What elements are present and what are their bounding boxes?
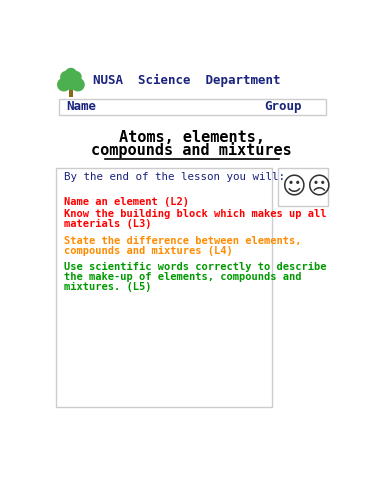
FancyBboxPatch shape bbox=[56, 168, 272, 406]
FancyBboxPatch shape bbox=[278, 168, 328, 206]
Text: Name an element (L2): Name an element (L2) bbox=[64, 197, 189, 207]
FancyBboxPatch shape bbox=[69, 86, 73, 97]
Circle shape bbox=[63, 74, 79, 90]
Circle shape bbox=[70, 72, 81, 83]
Text: Use scientific words correctly to describe: Use scientific words correctly to descri… bbox=[64, 262, 326, 272]
Circle shape bbox=[61, 72, 72, 83]
Text: Know the building block which makes up all: Know the building block which makes up a… bbox=[64, 210, 326, 220]
Text: materials (L3): materials (L3) bbox=[64, 220, 152, 230]
Text: Name: Name bbox=[66, 100, 96, 114]
Text: State the difference between elements,: State the difference between elements, bbox=[64, 236, 302, 246]
Text: Atoms, elements,: Atoms, elements, bbox=[119, 130, 265, 144]
FancyBboxPatch shape bbox=[58, 98, 326, 116]
Circle shape bbox=[66, 68, 76, 79]
Text: compounds and mixtures (L4): compounds and mixtures (L4) bbox=[64, 246, 232, 256]
Circle shape bbox=[72, 78, 84, 91]
Text: Group: Group bbox=[264, 100, 302, 114]
Text: ☺: ☺ bbox=[281, 175, 306, 199]
Circle shape bbox=[58, 78, 70, 91]
Text: mixtures. (L5): mixtures. (L5) bbox=[64, 282, 152, 292]
Text: the make-up of elements, compounds and: the make-up of elements, compounds and bbox=[64, 272, 302, 282]
Text: By the end of the lesson you will:: By the end of the lesson you will: bbox=[64, 172, 285, 182]
Text: compounds and mixtures: compounds and mixtures bbox=[92, 142, 292, 158]
Text: NUSA  Science  Department: NUSA Science Department bbox=[93, 74, 281, 86]
Text: ☹: ☹ bbox=[306, 175, 330, 199]
